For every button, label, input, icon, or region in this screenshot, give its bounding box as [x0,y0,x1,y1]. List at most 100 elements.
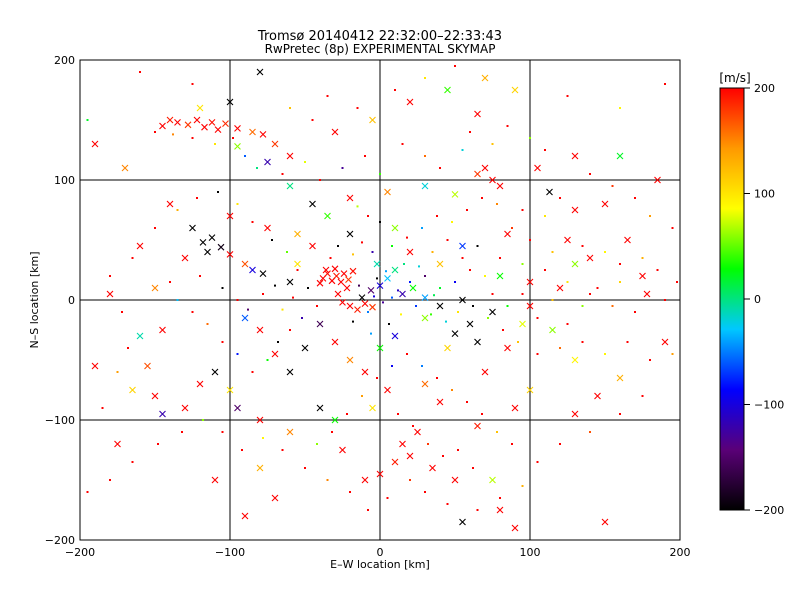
data-point-x [436,302,444,310]
data-point-x [616,152,624,160]
data-point-dot [304,467,306,469]
data-point-x [346,230,354,238]
data-point-dot [551,299,554,301]
data-point-x [322,266,330,274]
data-point-x [234,125,241,132]
data-point-dot [326,479,329,481]
data-point-dot [544,149,546,151]
data-point-x [349,267,357,275]
y-tick-label: −200 [45,534,75,547]
data-point-dot [611,305,614,307]
data-point-dot [619,107,621,109]
data-point-dot [176,209,179,211]
data-point-x [324,212,331,220]
data-point-x [286,152,294,160]
data-point-dot [307,287,309,289]
data-point-x [181,254,189,262]
data-point-dot [424,77,426,79]
data-point-dot [406,353,408,355]
data-point-x [151,392,159,400]
data-point-x [474,170,481,178]
data-point-dot [496,431,498,433]
data-point-x [546,188,553,196]
data-point-x [201,123,208,131]
data-point-dot [664,299,666,301]
data-point-x [181,404,189,412]
data-point-x [286,182,294,190]
data-point-dot [418,265,420,268]
data-point-dot [364,155,366,157]
data-point-x [114,440,121,448]
data-point-dot [172,133,174,136]
data-point-x [249,266,256,274]
data-point-dot [401,143,404,145]
data-point-x [571,260,579,268]
data-point-dot [244,155,246,157]
data-point-dot [191,83,194,85]
data-point-dot [116,371,119,373]
data-point-dot [446,503,449,505]
data-point-x [249,128,256,136]
data-point-x [571,356,579,364]
data-point-dot [217,191,219,193]
data-point-dot [559,197,561,199]
data-point-dot [206,323,209,325]
data-point-dot [451,389,453,391]
data-point-x [564,236,571,244]
data-point-x [324,270,331,277]
data-point-dot [469,131,471,133]
data-point-dot [536,353,539,355]
data-point-dot [517,341,519,343]
data-point-x [358,294,366,301]
data-point-x [489,308,496,316]
data-point-dot [481,197,483,199]
data-point-dot [286,251,288,253]
data-point-dot [442,455,444,457]
data-point-x [534,164,541,172]
data-point-dot [641,395,644,397]
data-point-x [346,302,354,310]
data-point-x [496,506,504,514]
data-point-dot [316,443,318,445]
data-point-dot [281,449,284,451]
data-point-dot [430,313,432,316]
data-point-dot [352,320,354,323]
data-point-dot [589,173,591,175]
data-point-x [331,338,339,346]
data-point-dot [671,353,674,355]
data-point-dot [619,281,621,283]
data-point-dot [409,479,411,481]
data-point-x [226,212,234,220]
data-point-x [466,320,474,328]
data-point-x [586,254,594,262]
data-point-dot [121,311,123,313]
data-point-dot [191,311,194,313]
data-point-x [106,290,114,298]
data-point-x [333,272,340,280]
data-point-x [346,194,354,202]
data-point-x [451,191,459,198]
data-point-dot [466,209,468,211]
data-point-x [346,356,354,364]
data-point-dot [361,241,363,244]
data-point-dot [409,281,411,283]
data-point-x [259,270,267,277]
data-point-dot [476,509,479,511]
data-point-dot [472,305,474,307]
data-point-x [309,200,316,208]
data-point-dot [445,320,447,323]
data-point-x [399,440,406,448]
data-point-x [601,200,609,208]
data-point-x [226,251,234,258]
data-point-x [166,116,174,124]
data-point-x [256,68,264,76]
data-point-dot [394,89,396,91]
data-point-dot [581,305,584,307]
data-point-dot [634,197,636,199]
data-point-x [489,176,496,184]
data-point-x [91,362,99,370]
data-point-dot [181,431,183,433]
data-point-x [271,350,279,358]
data-point-dot [202,419,204,421]
data-point-dot [337,245,339,247]
